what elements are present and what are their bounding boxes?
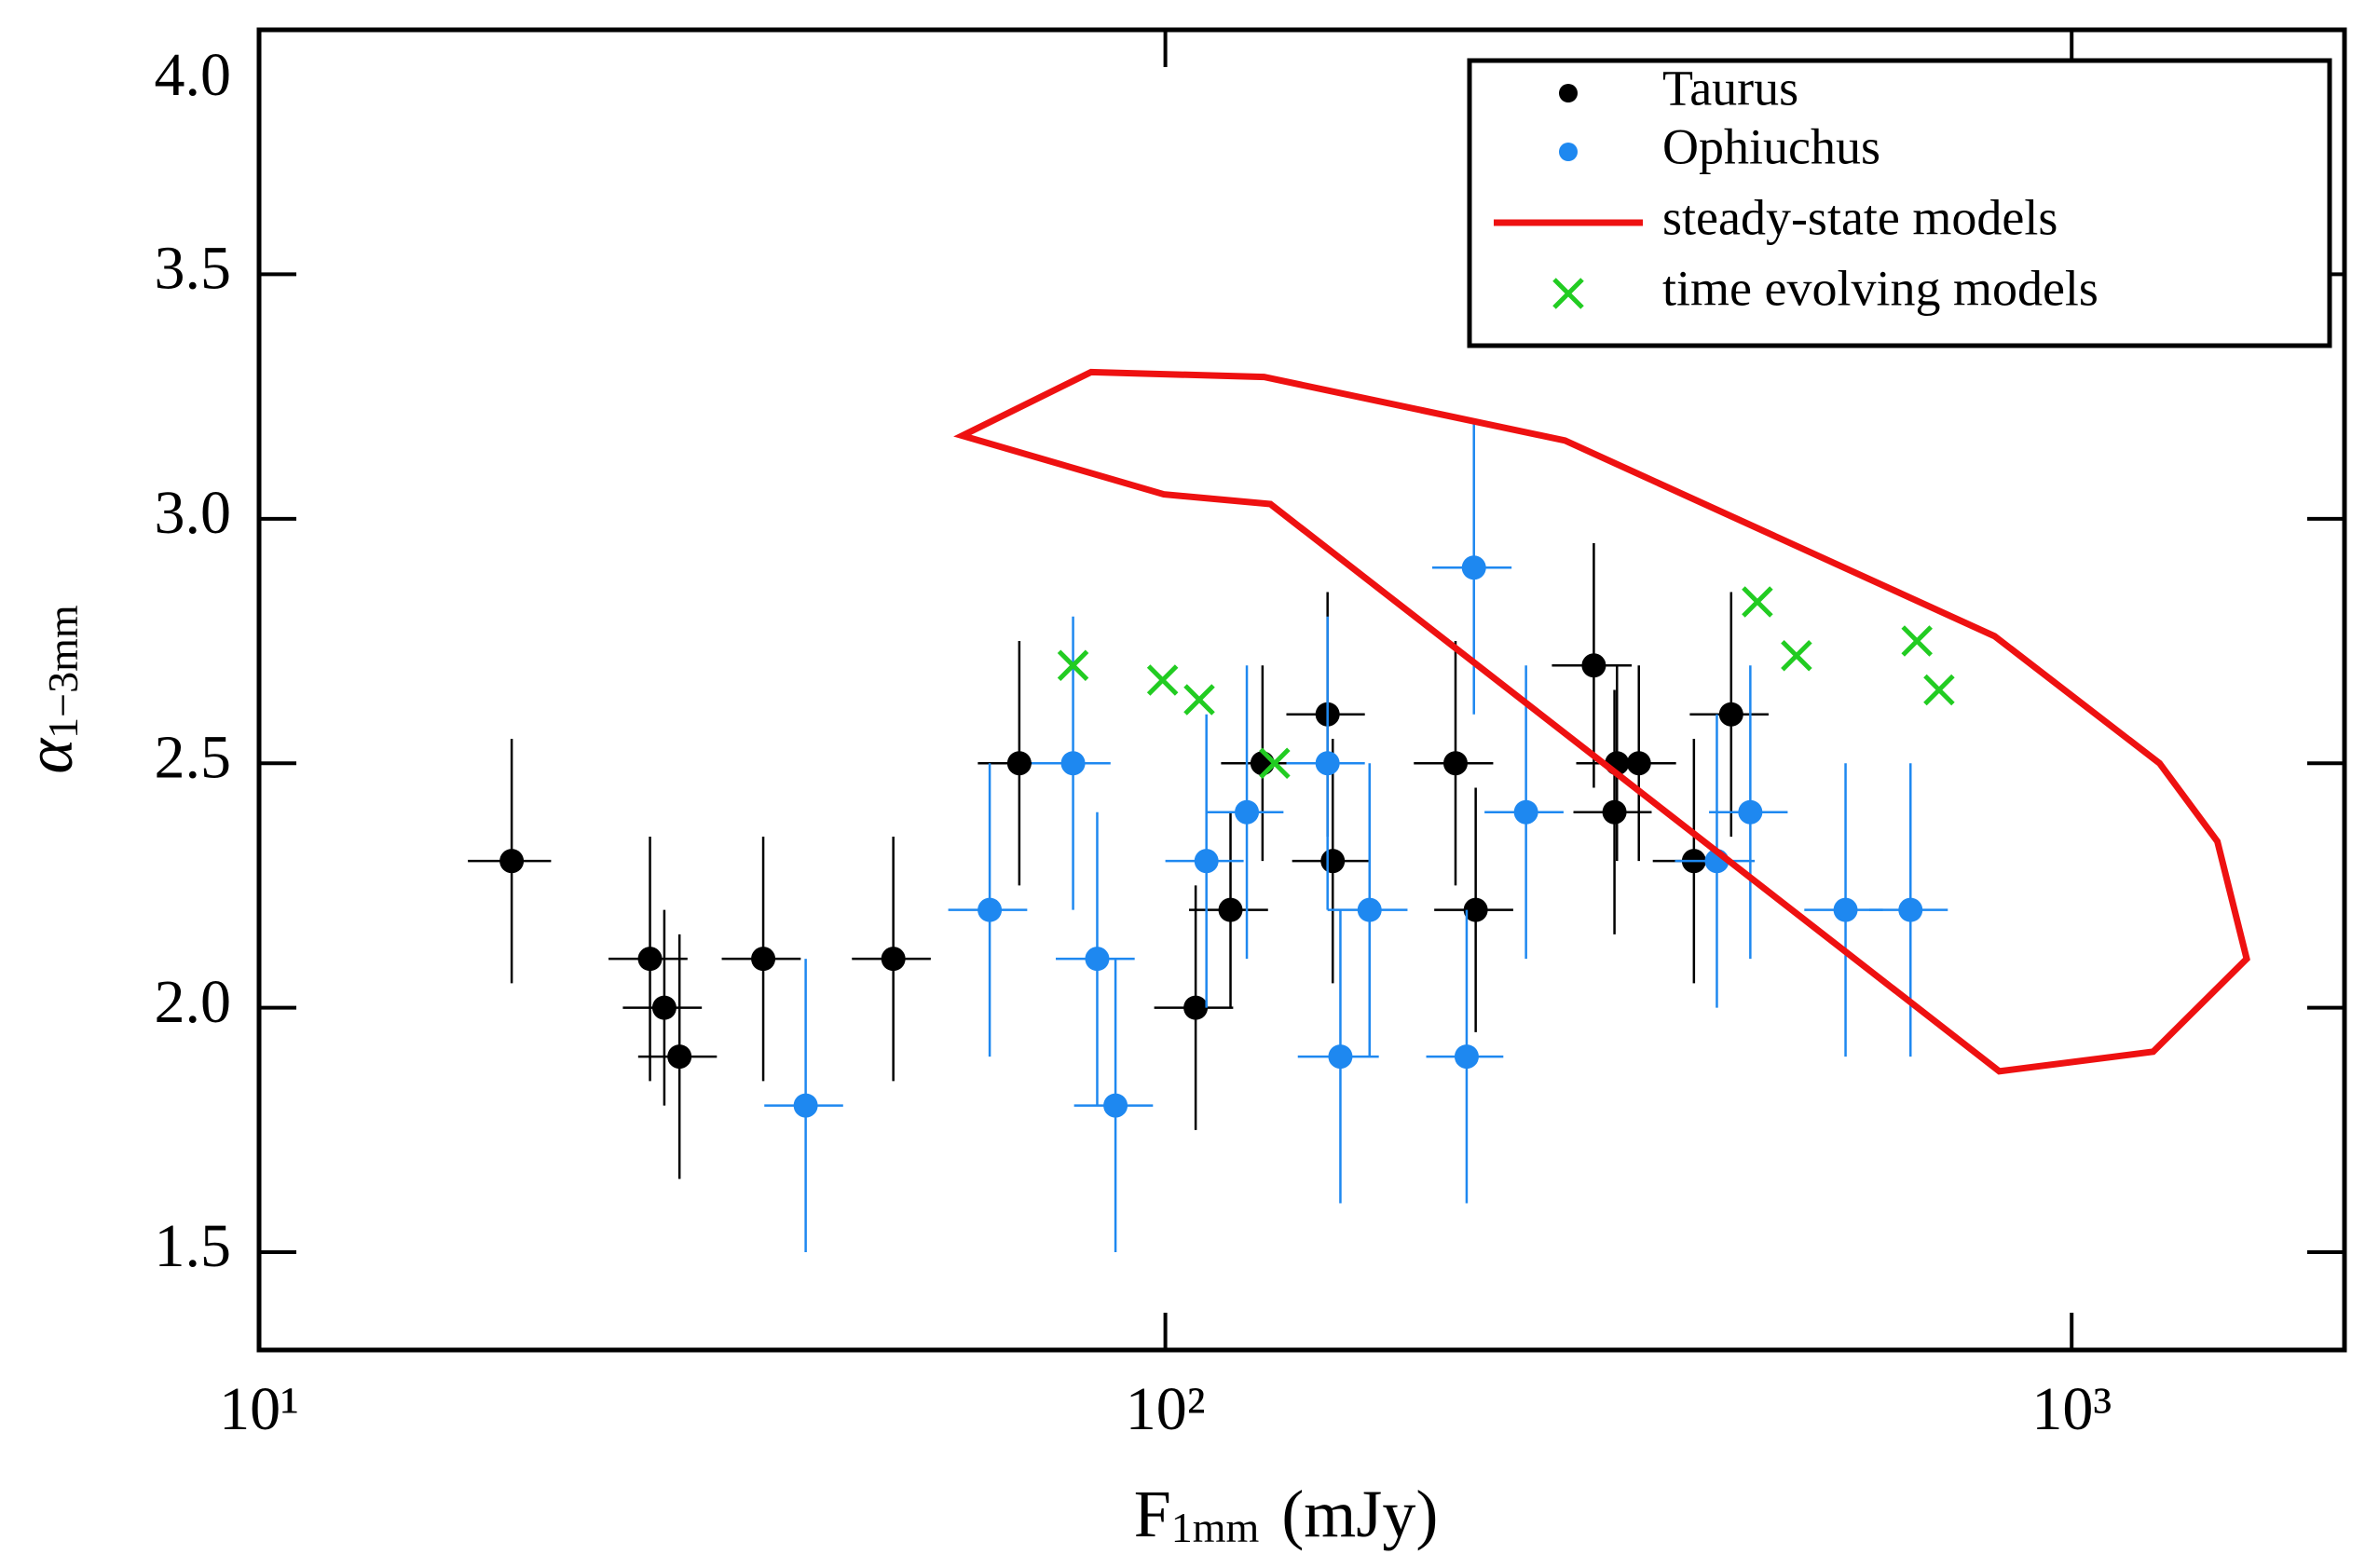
data-point [1057, 649, 1089, 682]
data-point [1085, 947, 1110, 972]
data-point [1901, 625, 1933, 657]
x-marker-stroke [1923, 674, 1955, 706]
data-point [1581, 653, 1606, 678]
data-point [1060, 751, 1086, 776]
data-point [1513, 799, 1538, 825]
x-marker-stroke [1259, 747, 1291, 779]
data-point [651, 995, 677, 1020]
x-marker-stroke [1146, 664, 1179, 696]
data-point [1183, 995, 1209, 1020]
data-point [793, 1093, 818, 1118]
x-axis-title: F1mm (mJy) [1134, 1477, 1439, 1551]
data-point [1626, 751, 1651, 776]
data-point [499, 849, 525, 874]
legend-label: time evolving models [1662, 260, 2098, 316]
data-point [751, 947, 776, 972]
y-tick-label: 2.0 [155, 968, 232, 1036]
x-marker-stroke [1057, 649, 1089, 682]
y-tick-label: 3.0 [155, 479, 232, 547]
data-point [1183, 684, 1215, 716]
data-point [1320, 849, 1346, 874]
x-marker-stroke [1901, 625, 1933, 657]
x-tick-label: 10³ [2031, 1375, 2112, 1443]
data-point [1315, 751, 1340, 776]
data-point [1103, 1093, 1128, 1118]
data-point [1738, 799, 1763, 825]
data-point [977, 897, 1003, 922]
data-point [637, 947, 663, 972]
data-point [1357, 897, 1382, 922]
y-tick-label: 3.5 [155, 235, 232, 303]
data-point [1898, 897, 1923, 922]
x-marker-stroke [1552, 278, 1584, 309]
y-tick-label: 2.5 [155, 723, 232, 791]
data-point [667, 1044, 692, 1070]
legend-marker [1559, 84, 1578, 102]
x-marker-stroke [1183, 684, 1215, 716]
data-point [1194, 849, 1219, 874]
x-tick-label: 10² [1126, 1375, 1206, 1443]
data-point [881, 947, 906, 972]
data-point [1718, 702, 1743, 727]
data-point [1328, 1044, 1353, 1070]
y-tick-label: 1.5 [155, 1212, 232, 1280]
data-point [1235, 799, 1260, 825]
data-point [1259, 747, 1291, 779]
legend-label: steady-state models [1662, 189, 2057, 245]
x-marker-stroke [1781, 639, 1812, 672]
data-point [1250, 751, 1275, 776]
data-point [1923, 674, 1955, 706]
x-tick-label: 10¹ [219, 1375, 299, 1443]
data-point [1454, 1044, 1479, 1070]
data-point [1442, 751, 1468, 776]
y-axis-title: α1−3mm [12, 605, 87, 774]
model-contour [953, 368, 2250, 1075]
legend-label: Ophiuchus [1662, 118, 1880, 174]
legend-box [1467, 58, 2332, 348]
data-point [1781, 639, 1812, 672]
legend-marker [1559, 143, 1578, 161]
data-point [1146, 664, 1179, 696]
data-point [1602, 799, 1627, 825]
data-point [1833, 897, 1858, 922]
plot-frame [256, 27, 2347, 1353]
data-point [1218, 897, 1243, 922]
y-tick-label: 4.0 [155, 41, 232, 109]
data-point [1742, 586, 1773, 618]
data-point [1463, 897, 1488, 922]
legend-label: Taurus [1662, 60, 1798, 116]
legend-marker [1552, 278, 1584, 309]
x-marker-stroke [1742, 586, 1773, 618]
data-point [1006, 751, 1032, 776]
data-point [1461, 555, 1486, 580]
